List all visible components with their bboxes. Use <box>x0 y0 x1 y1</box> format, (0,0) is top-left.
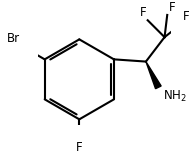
Text: F: F <box>76 141 83 154</box>
Polygon shape <box>146 62 161 89</box>
Text: NH$_2$: NH$_2$ <box>163 89 187 104</box>
Text: F: F <box>169 1 175 14</box>
Text: F: F <box>183 10 189 23</box>
Text: Br: Br <box>7 32 20 45</box>
Text: F: F <box>140 6 146 19</box>
